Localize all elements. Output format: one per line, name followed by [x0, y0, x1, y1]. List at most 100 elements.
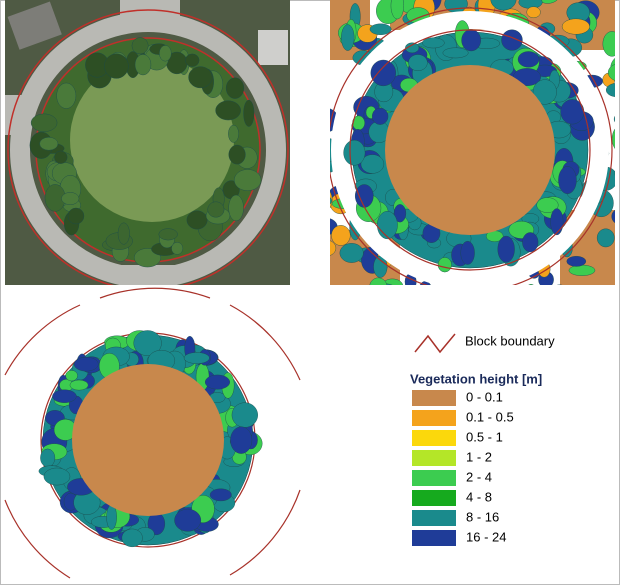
open-ground	[385, 65, 555, 235]
vegetation-patch	[117, 222, 130, 245]
vegetation-patch	[43, 467, 71, 486]
vegetation-patch	[422, 37, 445, 49]
vegetation-patch	[73, 356, 99, 372]
vegetation-patch	[561, 18, 590, 35]
vegetation-patch	[40, 448, 56, 468]
block-boundary	[330, 7, 613, 285]
block-boundary	[7, 9, 289, 285]
vegetation-patch	[30, 113, 58, 132]
vegetation-patch	[611, 209, 615, 224]
legend-swatch	[412, 390, 456, 406]
legend-label: 0 - 0.1	[466, 389, 503, 404]
vegetation-patch	[228, 124, 239, 143]
vegetation-patch	[228, 144, 246, 165]
vegetation-patch	[341, 24, 355, 51]
vegetation-patch	[228, 194, 244, 222]
vegetation-patch	[343, 139, 366, 166]
vegetation-patch	[331, 225, 351, 246]
block-boundary	[349, 29, 591, 271]
vegetation-patch	[526, 6, 541, 19]
vegetation-patch	[369, 23, 392, 35]
vegetation-patch	[532, 79, 557, 105]
vegetation-patch	[56, 82, 77, 109]
vegetation-patch	[185, 53, 200, 67]
vegetation-patch	[602, 31, 615, 57]
vegetation-patch	[536, 197, 559, 213]
vegetation-patch	[230, 426, 253, 454]
vegetation-patch	[171, 242, 184, 255]
building	[258, 30, 288, 65]
vegetation-patch	[497, 235, 515, 263]
legend-label: 4 - 8	[466, 489, 492, 504]
vegetation-patch	[183, 352, 210, 364]
vegetation-patch	[225, 77, 245, 99]
legend-label: 0.5 - 1	[466, 429, 503, 444]
vegetation-patch	[186, 210, 208, 230]
legend-swatch	[412, 410, 456, 426]
vegetation-patch	[442, 47, 469, 59]
vegetation-patch	[522, 232, 539, 253]
vegetation-patch	[54, 150, 68, 164]
vegetation-patch	[501, 29, 523, 51]
road-ring	[331, 11, 609, 285]
vegetation-patch	[174, 508, 202, 532]
vegetation-patch	[372, 107, 389, 125]
building	[7, 1, 62, 50]
vegetation-patch	[61, 192, 80, 205]
vegetation-patch	[517, 51, 540, 68]
vegetation-patch	[104, 53, 129, 79]
legend-label: 0.1 - 0.5	[466, 409, 514, 424]
vegetation-patch	[204, 374, 230, 390]
road	[120, 265, 175, 285]
vegetation-patch	[614, 170, 615, 176]
vegetation-patch	[330, 197, 332, 205]
vegetation-patch	[607, 64, 615, 81]
vegetation-patch	[393, 204, 407, 223]
aerial-panel	[5, 0, 290, 285]
vegetation-patch	[460, 240, 475, 265]
vegetation-patch	[121, 528, 143, 548]
legend-boundary-label: Block boundary	[465, 333, 555, 348]
vegetation-patch	[215, 100, 241, 121]
vegetation-patch	[381, 278, 403, 285]
vegetation-patch	[528, 284, 534, 285]
vegetation-patch	[159, 45, 172, 62]
vegetation-patch	[231, 402, 258, 428]
vegetation-patch	[550, 208, 564, 236]
vegetation-patch	[568, 264, 596, 276]
vegetation-patch	[360, 154, 385, 174]
legend-label: 16 - 24	[466, 529, 506, 544]
vegetation-patch	[134, 54, 152, 76]
open-ground	[72, 364, 224, 516]
legend-swatch	[412, 490, 456, 506]
legend-label: 8 - 16	[466, 509, 499, 524]
vegetation-patch	[390, 0, 404, 20]
legend-label: 2 - 4	[466, 469, 492, 484]
vegetation-patch	[370, 59, 396, 87]
vegetation-patch	[613, 115, 615, 123]
legend-swatch	[412, 470, 456, 486]
road	[120, 0, 180, 30]
vegetation-patch	[408, 54, 428, 71]
vegetation-patch	[556, 284, 563, 285]
vegetation-patch	[188, 66, 213, 89]
vegetation-patch	[234, 169, 262, 191]
vegetation-patch	[596, 228, 615, 248]
vegetation-patch	[209, 488, 232, 502]
vegetation-patch	[158, 228, 178, 241]
vegetation-patch	[339, 243, 364, 263]
vegetation-patch	[405, 42, 420, 54]
vegetation-patch	[605, 83, 615, 97]
vegetation-patch	[377, 211, 398, 240]
vegetation-patch	[330, 240, 337, 256]
vegetation-patch	[243, 99, 255, 127]
legend-swatch	[412, 510, 456, 526]
vegetation-patch	[69, 379, 89, 391]
vegetation-patch	[558, 166, 577, 195]
legend-title: Vegetation height [m]	[410, 371, 542, 386]
vegetation-patch	[566, 256, 587, 267]
block-boundary	[4, 287, 301, 579]
vegetation-patch	[52, 389, 77, 403]
legend-label: 1 - 2	[466, 449, 492, 464]
